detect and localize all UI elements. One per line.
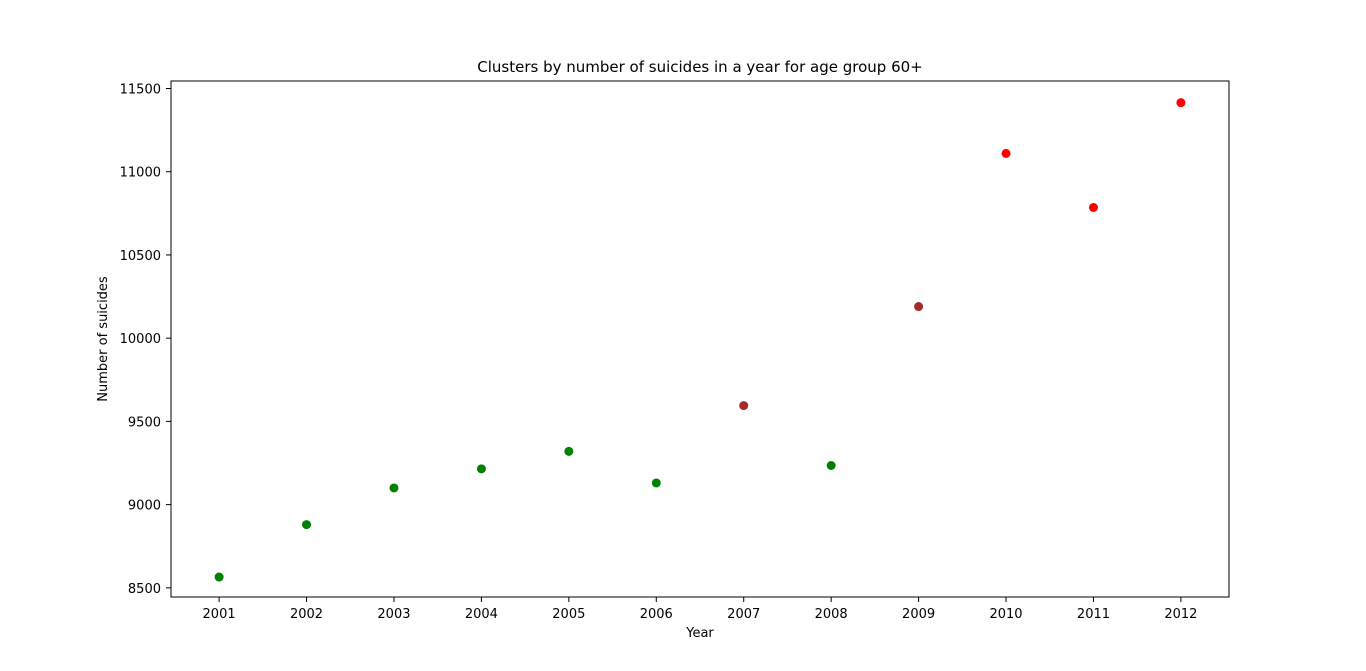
x-tick-label: 2012 — [1164, 607, 1197, 622]
x-axis-label: Year — [685, 626, 714, 641]
x-tick-label: 2003 — [377, 607, 410, 622]
x-tick-label: 2004 — [465, 607, 498, 622]
data-point-2009 — [914, 302, 924, 312]
data-point-2005 — [564, 446, 574, 456]
data-point-2007 — [739, 401, 749, 411]
plot-frame — [170, 80, 1230, 598]
data-point-2002 — [302, 520, 312, 530]
data-points — [214, 98, 1186, 582]
x-tick-label: 2010 — [989, 607, 1022, 622]
data-point-2012 — [1176, 98, 1186, 108]
x-tick-label: 2005 — [552, 607, 585, 622]
x-tick-label: 2007 — [727, 607, 760, 622]
x-tick-label: 2011 — [1077, 607, 1110, 622]
y-tick-label: 10500 — [120, 249, 161, 264]
y-tick-label: 9500 — [128, 415, 161, 430]
data-point-2006 — [651, 478, 661, 488]
x-tick-label: 2002 — [290, 607, 323, 622]
y-tick-label: 8500 — [128, 582, 161, 597]
x-tick-label: 2008 — [815, 607, 848, 622]
data-point-2004 — [476, 464, 486, 474]
x-tick-label: 2006 — [640, 607, 673, 622]
y-tick-label: 11000 — [120, 166, 161, 181]
x-tick-label: 2001 — [203, 607, 236, 622]
y-axis-label: Number of suicides — [96, 276, 111, 402]
data-point-2011 — [1088, 203, 1098, 213]
y-tick-label: 10000 — [120, 332, 161, 347]
axes: 2001 2002 2003 2004 2005 2006 2007 2008 2009 2010… — [120, 82, 1198, 622]
data-point-2003 — [389, 483, 399, 493]
y-tick-label: 9000 — [128, 499, 161, 514]
data-point-2001 — [214, 572, 224, 582]
data-point-2010 — [1001, 148, 1011, 158]
chart-title: Clusters by number of suicides in a year… — [477, 58, 923, 76]
data-point-2008 — [826, 461, 836, 471]
y-tick-label: 11500 — [120, 82, 161, 97]
x-tick-label: 2009 — [902, 607, 935, 622]
